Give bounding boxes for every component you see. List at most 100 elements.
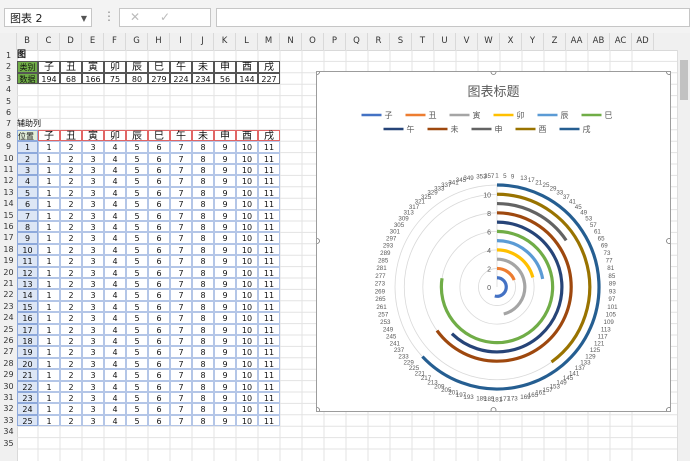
helper-value-cell[interactable]: 3	[82, 255, 104, 267]
position-cell[interactable]: 8	[17, 221, 38, 233]
helper-value-cell[interactable]: 9	[214, 243, 236, 256]
helper-value-cell[interactable]: 7	[170, 152, 192, 164]
helper-value-cell[interactable]: 2	[60, 346, 82, 358]
helper-value-cell[interactable]: 7	[170, 346, 192, 358]
column-header[interactable]: AD	[632, 33, 654, 50]
helper-value-cell[interactable]: 10	[236, 164, 258, 176]
helper-value-cell[interactable]: 6	[148, 152, 170, 164]
helper-value-cell[interactable]: 1	[38, 243, 60, 256]
helper-value-cell[interactable]: 3	[82, 289, 104, 301]
helper-value-cell[interactable]: 8	[192, 141, 214, 153]
helper-value-cell[interactable]: 10	[236, 357, 258, 370]
helper-value-cell[interactable]: 9	[214, 403, 236, 415]
category-header-cell[interactable]: 申	[214, 61, 236, 73]
helper-value-cell[interactable]: 3	[82, 152, 104, 164]
helper-value-cell[interactable]: 3	[82, 175, 104, 187]
helper-value-cell[interactable]: 1	[38, 312, 60, 324]
row-header[interactable]: 1	[5, 51, 12, 60]
position-cell[interactable]: 5	[17, 186, 38, 199]
category-header-cell[interactable]: 酉	[236, 61, 258, 73]
helper-value-cell[interactable]: 6	[148, 369, 170, 381]
helper-value-cell[interactable]: 7	[170, 278, 192, 290]
helper-value-cell[interactable]: 10	[236, 323, 258, 335]
position-cell[interactable]: 20	[17, 357, 38, 370]
column-header[interactable]: F	[104, 33, 126, 50]
data-value-cell[interactable]: 166	[82, 72, 104, 85]
helper-value-cell[interactable]: 8	[192, 232, 214, 244]
helper-value-cell[interactable]: 10	[236, 380, 258, 392]
chevron-down-icon[interactable]: ▼	[80, 14, 87, 23]
helper-value-cell[interactable]: 10	[236, 300, 258, 313]
helper-value-cell[interactable]: 3	[82, 357, 104, 370]
column-header[interactable]: L	[236, 33, 258, 50]
helper-value-cell[interactable]: 8	[192, 243, 214, 256]
position-cell[interactable]: 25	[17, 414, 38, 427]
helper-value-cell[interactable]: 7	[170, 312, 192, 324]
helper-value-cell[interactable]: 8	[192, 323, 214, 335]
helper-value-cell[interactable]: 7	[170, 175, 192, 187]
helper-value-cell[interactable]: 9	[214, 380, 236, 392]
helper-value-cell[interactable]: 2	[60, 312, 82, 324]
helper-value-cell[interactable]: 2	[60, 392, 82, 404]
helper-value-cell[interactable]: 3	[82, 312, 104, 324]
position-cell[interactable]: 12	[17, 266, 38, 278]
helper-value-cell[interactable]: 2	[60, 278, 82, 290]
helper-header-cell[interactable]: 巳	[148, 129, 170, 142]
row-header[interactable]: 17	[3, 233, 14, 243]
helper-value-cell[interactable]: 1	[38, 152, 60, 164]
helper-value-cell[interactable]: 6	[148, 175, 170, 187]
column-header[interactable]: J	[192, 33, 214, 50]
helper-value-cell[interactable]: 1	[38, 232, 60, 244]
helper-value-cell[interactable]: 4	[104, 278, 126, 290]
helper-value-cell[interactable]: 4	[104, 232, 126, 244]
helper-value-cell[interactable]: 1	[38, 414, 60, 427]
helper-value-cell[interactable]: 9	[214, 346, 236, 358]
helper-value-cell[interactable]: 3	[82, 403, 104, 415]
helper-value-cell[interactable]: 11	[258, 369, 280, 381]
category-header-cell[interactable]: 戌	[258, 61, 280, 73]
helper-value-cell[interactable]: 3	[82, 380, 104, 392]
helper-value-cell[interactable]: 7	[170, 335, 192, 347]
position-cell[interactable]: 19	[17, 346, 38, 358]
helper-value-cell[interactable]: 9	[214, 278, 236, 290]
helper-value-cell[interactable]: 8	[192, 312, 214, 324]
scrollbar-thumb[interactable]	[680, 60, 688, 100]
helper-value-cell[interactable]: 3	[82, 164, 104, 176]
position-cell[interactable]: 1	[17, 141, 38, 153]
helper-value-cell[interactable]: 4	[104, 403, 126, 415]
helper-value-cell[interactable]: 2	[60, 369, 82, 381]
position-cell[interactable]: 24	[17, 403, 38, 415]
helper-value-cell[interactable]: 2	[60, 198, 82, 210]
data-value-cell[interactable]: 234	[192, 72, 214, 85]
helper-value-cell[interactable]: 10	[236, 221, 258, 233]
helper-value-cell[interactable]: 9	[214, 152, 236, 164]
column-header[interactable]: U	[434, 33, 456, 50]
row-header[interactable]: 23	[3, 301, 14, 311]
helper-value-cell[interactable]: 6	[148, 346, 170, 358]
category-header-cell[interactable]: 辰	[126, 61, 148, 73]
helper-value-cell[interactable]: 10	[236, 152, 258, 164]
helper-value-cell[interactable]: 6	[148, 255, 170, 267]
helper-value-cell[interactable]: 9	[214, 300, 236, 313]
helper-header-cell[interactable]: 酉	[236, 129, 258, 142]
helper-value-cell[interactable]: 4	[104, 255, 126, 267]
category-header-cell[interactable]: 未	[192, 61, 214, 73]
helper-value-cell[interactable]: 7	[170, 414, 192, 427]
helper-value-cell[interactable]: 9	[214, 221, 236, 233]
helper-value-cell[interactable]: 1	[38, 186, 60, 199]
helper-value-cell[interactable]: 6	[148, 380, 170, 392]
helper-value-cell[interactable]: 1	[38, 380, 60, 392]
helper-value-cell[interactable]: 9	[214, 323, 236, 335]
helper-value-cell[interactable]: 5	[126, 380, 148, 392]
helper-value-cell[interactable]: 1	[38, 221, 60, 233]
helper-value-cell[interactable]: 7	[170, 243, 192, 256]
data-label-cell[interactable]: 数据	[17, 72, 38, 85]
helper-value-cell[interactable]: 11	[258, 278, 280, 290]
category-header-cell[interactable]: 丑	[60, 61, 82, 73]
row-header[interactable]: 11	[3, 165, 14, 174]
helper-value-cell[interactable]: 10	[236, 198, 258, 210]
helper-value-cell[interactable]: 2	[60, 255, 82, 267]
row-header[interactable]: 31	[3, 393, 14, 402]
helper-value-cell[interactable]: 5	[126, 300, 148, 313]
helper-value-cell[interactable]: 3	[82, 346, 104, 358]
